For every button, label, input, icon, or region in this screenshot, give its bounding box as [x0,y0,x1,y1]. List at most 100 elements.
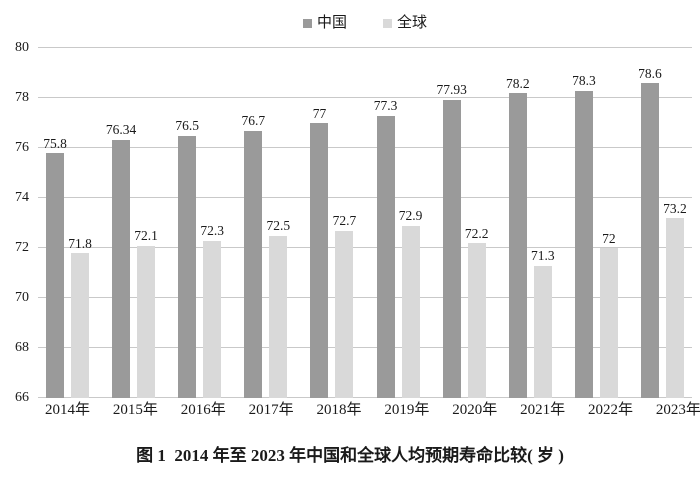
bar-value-label-china-2015年: 76.34 [105,122,137,138]
bar-col-china-2016年: 76.5 [175,48,200,398]
bar-group-2014年: 75.8 71.8 [43,48,92,398]
x-axis: 2014年 2015年 2016年 2017年 2018年 2019年 2020年 2021年… [38,403,700,418]
legend-swatch-global-icon [383,19,392,28]
bar-china-2014年 [46,153,64,398]
bar-group-2017年: 76.7 72.5 [242,48,290,398]
y-axis-tick-label-66: 66 [15,390,29,405]
gridline-78 [38,97,692,98]
bar-china-2018年 [310,123,329,398]
bar-value-label-china-2022年: 78.3 [572,73,596,89]
bar-global-2020年 [467,243,486,398]
bar-col-china-2017年: 76.7 [242,48,265,398]
y-axis-tick-label-70: 70 [15,290,29,305]
bar-col-china-2019年: 77.3 [374,48,397,398]
x-axis-tick-label-2023年: 2023年 [655,402,700,418]
bar-value-label-global-2014年: 71.8 [68,235,92,251]
bar-china-2015年 [112,139,131,398]
bar-value-label-global-2020年: 72.2 [464,225,489,241]
bar-global-2015年 [137,245,156,398]
gridline-76 [38,147,692,148]
bar-global-2023年 [665,218,684,398]
y-axis-tick-label-72: 72 [15,240,29,255]
bar-value-label-china-2017年: 76.7 [241,113,266,128]
x-axis-tick-label-2014年: 2014年 [45,402,91,418]
y-axis-tick-label-76: 76 [15,140,29,155]
gridline-72 [38,247,692,248]
bar-col-china-2018年: 77 [310,48,329,398]
gridline-66 [38,397,692,398]
plot-area: 66 68 70 72 74 76 78 80 75.8 71.8 76.34 72.1 76.5 72… [15,41,692,405]
bar-col-global-2015年: 72.1 [134,48,158,398]
bar-groups: 75.8 71.8 76.34 72.1 76.5 72.3 76.7 72.5 77 72.7 7… [38,48,692,398]
x-axis-tick-label-2015年: 2015年 [112,402,158,418]
bar-group-2019年: 77.3 72.9 [374,48,423,398]
bar-value-label-global-2022年: 72 [602,230,616,246]
gridline-68 [38,347,692,348]
gridline-70 [38,297,692,298]
bar-china-2022年 [574,90,593,398]
bar-value-label-global-2023年: 73.2 [663,200,687,216]
bar-group-2015年: 76.34 72.1 [106,48,158,398]
bar-value-label-global-2021年: 71.3 [530,248,555,263]
bar-col-global-2014年: 71.8 [68,48,92,398]
y-axis-tick-label-68: 68 [15,340,29,355]
bar-col-china-2014年: 75.8 [43,48,67,398]
bar-group-2021年: 78.2 71.3 [505,48,555,398]
bar-col-global-2017年: 72.5 [267,48,290,398]
bar-col-china-2023年: 78.6 [638,48,662,398]
bar-col-global-2022年: 72 [599,48,618,398]
bar-value-label-global-2018年: 72.7 [332,213,357,228]
bar-china-2017年 [244,130,263,398]
bar-value-label-global-2019年: 72.9 [398,208,423,223]
bar-value-label-global-2017年: 72.5 [266,218,291,234]
bar-global-2022年 [599,248,618,398]
bar-col-global-2016年: 72.3 [200,48,225,398]
bar-china-2023年 [640,83,659,398]
bar-global-2016年 [203,240,222,398]
legend-item-global: 全球 [383,16,427,31]
bar-col-global-2018年: 72.7 [333,48,356,398]
bar-group-2018年: 77 72.7 [310,48,356,398]
legend-swatch-china-icon [302,19,312,28]
gridline-74 [38,197,692,198]
bar-global-2021年 [533,265,552,398]
x-axis-tick-label-2018年: 2018年 [316,402,362,418]
bar-col-china-2015年: 76.34 [106,48,136,398]
gridline-80 [38,47,692,48]
bar-global-2019年 [401,225,420,398]
bar-china-2021年 [508,93,527,398]
legend-item-china: 中国 [302,16,347,31]
bar-col-global-2019年: 72.9 [398,48,423,398]
figure-caption: 图 1 2014 年至 2023 年中国和全球人均预期寿命比较( 岁 ) [136,446,564,465]
x-axis-tick-label-2021年: 2021年 [520,402,566,418]
x-axis-tick-label-2017年: 2017年 [248,402,294,418]
bar-value-label-china-2018年: 77 [312,105,327,121]
bar-value-label-china-2021年: 78.2 [505,75,530,91]
legend-label-global: 全球 [397,15,428,31]
bar-col-global-2023年: 73.2 [663,48,687,398]
bar-value-label-global-2016年: 72.3 [200,223,225,238]
bar-group-2022年: 78.3 72 [572,48,618,398]
x-axis-tick-label-2016年: 2016年 [180,402,226,418]
bar-value-label-china-2023年: 78.6 [638,65,662,81]
bar-col-global-2020年: 72.2 [464,48,489,398]
bar-value-label-china-2014年: 75.8 [43,135,67,151]
bar-value-label-china-2016年: 76.5 [175,118,200,133]
bar-col-china-2022年: 78.3 [572,48,596,398]
x-axis-tick-label-2019年: 2019年 [384,402,430,418]
bar-global-2014年 [71,253,89,398]
bar-group-2023年: 78.6 73.2 [638,48,687,398]
x-axis-tick-label-2022年: 2022年 [588,402,634,418]
bar-china-2016年 [178,135,197,398]
y-axis-tick-label-80: 80 [15,40,29,55]
bar-col-china-2021年: 78.2 [505,48,530,398]
bar-china-2020年 [442,99,461,398]
x-axis-tick-label-2020年: 2020年 [452,402,498,418]
y-axis-tick-label-78: 78 [15,90,29,105]
bar-col-china-2020年: 77.93 [436,48,467,398]
bar-china-2019年 [376,115,395,398]
bar-value-label-global-2015年: 72.1 [134,228,158,243]
chart-legend: 中国 全球 [38,16,692,31]
bar-global-2018年 [335,230,354,398]
